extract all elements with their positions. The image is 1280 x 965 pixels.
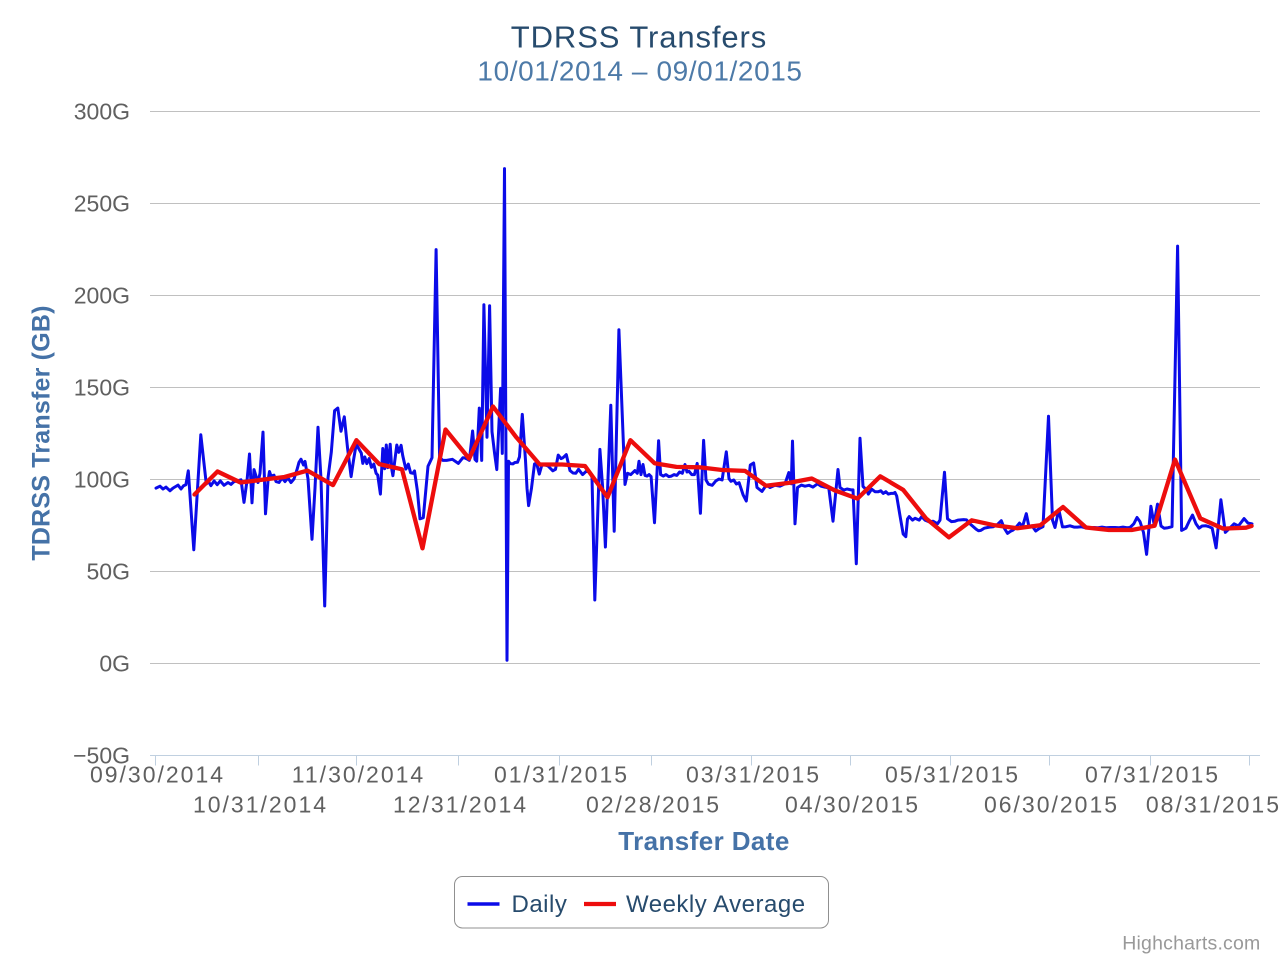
- svg-text:05/31/2015: 05/31/2015: [885, 762, 1020, 788]
- svg-text:01/31/2015: 01/31/2015: [494, 762, 629, 788]
- svg-text:06/30/2015: 06/30/2015: [984, 792, 1119, 818]
- svg-text:04/30/2015: 04/30/2015: [785, 792, 920, 818]
- svg-text:Daily: Daily: [512, 891, 568, 918]
- svg-text:100G: 100G: [74, 467, 130, 493]
- svg-text:−50G: −50G: [73, 743, 130, 769]
- svg-text:12/31/2014: 12/31/2014: [393, 792, 528, 818]
- svg-text:09/30/2014: 09/30/2014: [90, 762, 225, 788]
- svg-text:50G: 50G: [87, 559, 130, 585]
- svg-text:07/31/2015: 07/31/2015: [1085, 762, 1220, 788]
- svg-text:Transfer Date: Transfer Date: [618, 826, 789, 856]
- svg-text:150G: 150G: [74, 375, 130, 401]
- svg-text:03/31/2015: 03/31/2015: [686, 762, 821, 788]
- svg-text:Weekly Average: Weekly Average: [626, 891, 806, 918]
- svg-text:08/31/2015: 08/31/2015: [1146, 792, 1280, 818]
- svg-text:300G: 300G: [74, 99, 130, 125]
- svg-text:10/31/2014: 10/31/2014: [193, 792, 328, 818]
- svg-text:0G: 0G: [99, 651, 130, 677]
- svg-text:TDRSS Transfer (GB): TDRSS Transfer (GB): [28, 305, 56, 560]
- svg-text:200G: 200G: [74, 283, 130, 309]
- svg-text:TDRSS Transfers: TDRSS Transfers: [511, 20, 767, 55]
- svg-text:Highcharts.com: Highcharts.com: [1122, 933, 1260, 955]
- svg-text:11/30/2014: 11/30/2014: [292, 762, 425, 788]
- svg-text:02/28/2015: 02/28/2015: [586, 792, 721, 818]
- svg-text:250G: 250G: [74, 191, 130, 217]
- svg-text:10/01/2014 – 09/01/2015: 10/01/2014 – 09/01/2015: [477, 56, 802, 87]
